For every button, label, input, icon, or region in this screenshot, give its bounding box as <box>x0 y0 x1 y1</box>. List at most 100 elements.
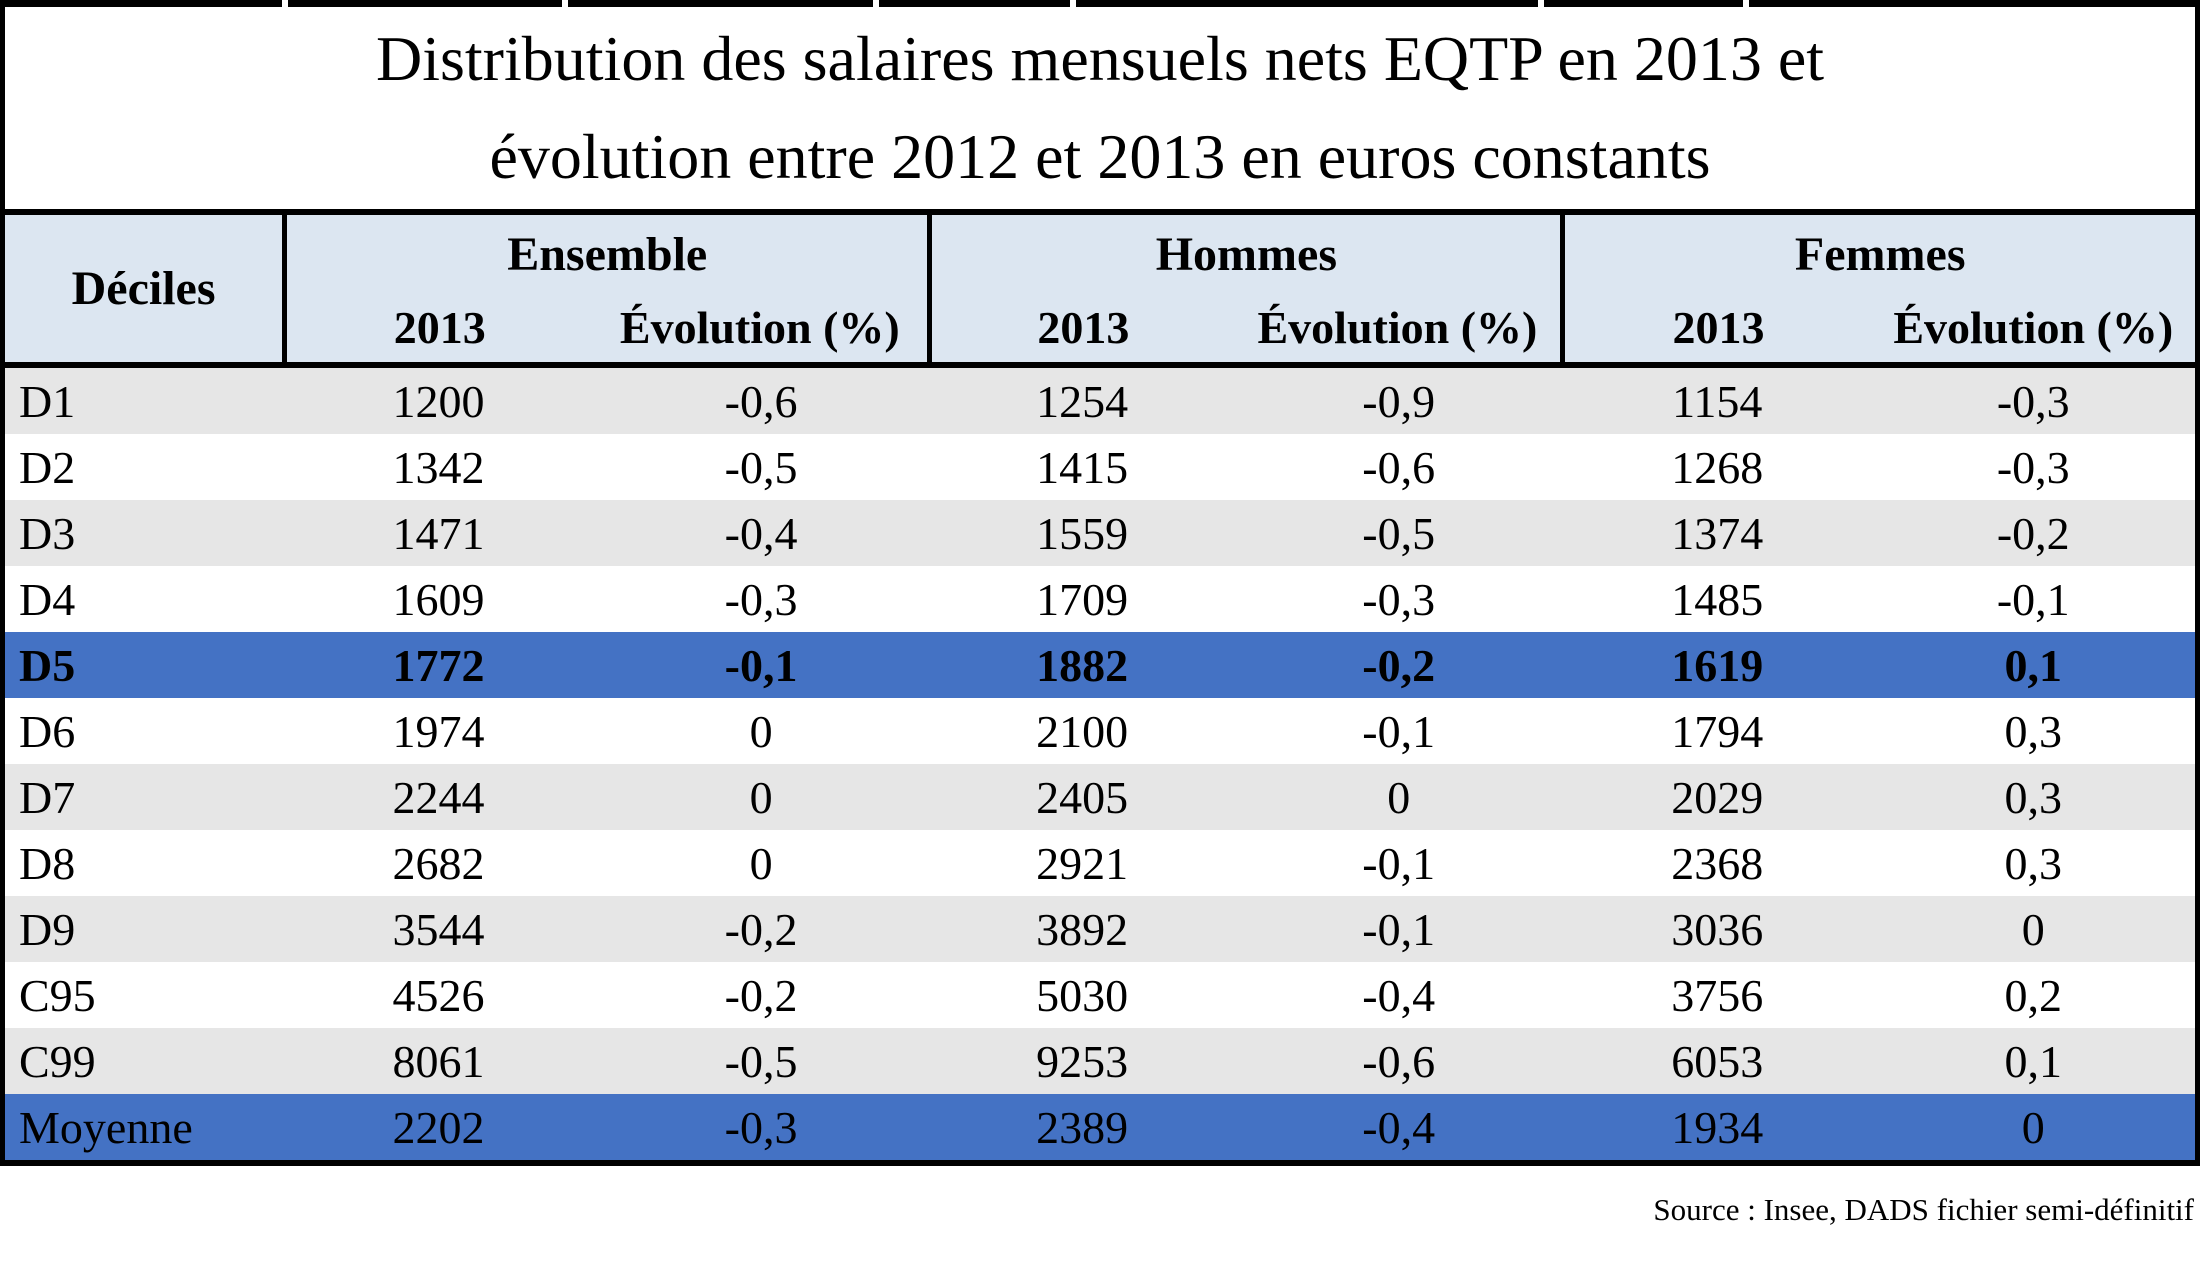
title-line-2: évolution entre 2012 et 2013 en euros co… <box>489 121 1711 192</box>
value-cell: -0,2 <box>724 969 798 1021</box>
value-cell: 3892 <box>1036 903 1129 955</box>
header-hommes-evolution: Évolution (%) <box>1234 293 1566 365</box>
title-line-1: Distribution des salaires mensuels nets … <box>375 23 1825 94</box>
value-cell: 0 <box>749 771 773 823</box>
value-cell: -0,3 <box>1996 375 2070 427</box>
decile-label: D4 <box>19 573 76 625</box>
table-row: D7 2244 0 2405 0 2029 0,3 <box>5 764 2195 830</box>
decile-label: D6 <box>19 705 76 757</box>
value-cell: 2202 <box>392 1101 485 1153</box>
value-cell: 5030 <box>1036 969 1129 1021</box>
value-cell: 0 <box>749 837 773 889</box>
value-cell: -0,4 <box>1362 1101 1436 1153</box>
value-cell: -0,5 <box>1362 507 1436 559</box>
value-cell: 3036 <box>1671 903 1764 955</box>
value-cell: 3544 <box>392 903 485 955</box>
value-cell: -0,1 <box>1362 903 1436 955</box>
value-cell: -0,3 <box>724 573 798 625</box>
value-cell: -0,6 <box>724 375 798 427</box>
header-hommes-2013: 2013 <box>929 293 1235 365</box>
value-cell: 2921 <box>1036 837 1129 889</box>
value-cell: 1268 <box>1671 441 1764 493</box>
value-cell: 1342 <box>392 441 485 493</box>
value-cell: 6053 <box>1671 1035 1764 1087</box>
value-cell: -0,4 <box>1362 969 1436 1021</box>
value-cell: 0 <box>2021 1101 2045 1153</box>
value-cell: -0,1 <box>1362 705 1436 757</box>
value-cell: 0 <box>2021 903 2045 955</box>
table-row: D1 1200 -0,6 1254 -0,9 1154 -0,3 <box>5 365 2195 434</box>
table-row: D3 1471 -0,4 1559 -0,5 1374 -0,2 <box>5 500 2195 566</box>
header-group-femmes: Femmes <box>1562 215 2195 293</box>
header-deciles: Déciles <box>5 215 288 365</box>
table-row: D8 2682 0 2921 -0,1 2368 0,3 <box>5 830 2195 896</box>
table-title: Distribution des salaires mensuels nets … <box>5 7 2195 215</box>
value-cell: 0,1 <box>2004 1035 2063 1087</box>
value-cell: 1415 <box>1036 441 1129 493</box>
value-cell: 2029 <box>1671 771 1764 823</box>
value-cell: 1709 <box>1036 573 1129 625</box>
table-row: D6 1974 0 2100 -0,1 1794 0,3 <box>5 698 2195 764</box>
value-cell: -0,3 <box>724 1101 798 1153</box>
value-cell: -0,3 <box>1362 573 1436 625</box>
decile-label: D2 <box>19 441 76 493</box>
table-row: D9 3544 -0,2 3892 -0,1 3036 0 <box>5 896 2195 962</box>
top-border <box>5 0 2195 7</box>
value-cell: -0,5 <box>724 441 798 493</box>
value-cell: 1934 <box>1671 1101 1764 1153</box>
table-body: D1 1200 -0,6 1254 -0,9 1154 -0,3 D2 1342 -0,5 1415… <box>5 365 2195 1163</box>
value-cell: 1772 <box>392 639 485 691</box>
decile-label: D7 <box>19 771 76 823</box>
table-row: D4 1609 -0,3 1709 -0,3 1485 -0,1 <box>5 566 2195 632</box>
value-cell: 1200 <box>392 375 485 427</box>
value-cell: 8061 <box>392 1035 485 1087</box>
header-group-ensemble: Ensemble <box>284 215 933 293</box>
header-femmes-2013: 2013 <box>1562 293 1872 365</box>
table-row: Moyenne 2202 -0,3 2389 -0,4 1934 0 <box>5 1094 2195 1163</box>
value-cell: -0,1 <box>724 639 798 691</box>
value-cell: 1794 <box>1671 705 1764 757</box>
source-text: Source : Insee, DADS fichier semi-défini… <box>1653 1192 2194 1227</box>
value-cell: 0,3 <box>2004 837 2063 889</box>
value-cell: -0,6 <box>1362 1035 1436 1087</box>
value-cell: 4526 <box>392 969 485 1021</box>
value-cell: 0,2 <box>2004 969 2063 1021</box>
value-cell: 0,3 <box>2004 705 2063 757</box>
table-header: Déciles Ensemble Hommes Femmes 2013 Évol… <box>5 215 2195 365</box>
value-cell: 0 <box>1387 771 1411 823</box>
value-cell: 2405 <box>1036 771 1129 823</box>
value-cell: 0,1 <box>2004 639 2063 691</box>
top-border-gap <box>562 0 568 7</box>
decile-label: D8 <box>19 837 76 889</box>
value-cell: 1559 <box>1036 507 1129 559</box>
value-cell: 9253 <box>1036 1035 1129 1087</box>
top-border-gap <box>873 0 879 7</box>
value-cell: 1882 <box>1036 639 1129 691</box>
value-cell: 0 <box>749 705 773 757</box>
value-cell: 2389 <box>1036 1101 1129 1153</box>
value-cell: -0,2 <box>1996 507 2070 559</box>
header-ensemble-evolution: Évolution (%) <box>592 293 933 365</box>
decile-label: Moyenne <box>19 1101 193 1153</box>
value-cell: 1609 <box>392 573 485 625</box>
value-cell: -0,5 <box>724 1035 798 1087</box>
decile-label: D9 <box>19 903 76 955</box>
table-row: D2 1342 -0,5 1415 -0,6 1268 -0,3 <box>5 434 2195 500</box>
value-cell: 2100 <box>1036 705 1129 757</box>
value-cell: 2368 <box>1671 837 1764 889</box>
decile-label: D3 <box>19 507 76 559</box>
value-cell: 2244 <box>392 771 485 823</box>
value-cell: -0,9 <box>1362 375 1436 427</box>
salary-table: Déciles Ensemble Hommes Femmes 2013 Évol… <box>5 215 2195 1166</box>
top-border-gap <box>1743 0 1749 7</box>
table-frame: Distribution des salaires mensuels nets … <box>0 0 2200 1166</box>
decile-label: C99 <box>19 1035 96 1087</box>
value-cell: -0,3 <box>1996 441 2070 493</box>
table-row: C99 8061 -0,5 9253 -0,6 6053 0,1 <box>5 1028 2195 1094</box>
value-cell: 1374 <box>1671 507 1764 559</box>
header-ensemble-2013: 2013 <box>284 293 593 365</box>
value-cell: 1619 <box>1671 639 1764 691</box>
top-border-gap <box>282 0 288 7</box>
table-row: C95 4526 -0,2 5030 -0,4 3756 0,2 <box>5 962 2195 1028</box>
